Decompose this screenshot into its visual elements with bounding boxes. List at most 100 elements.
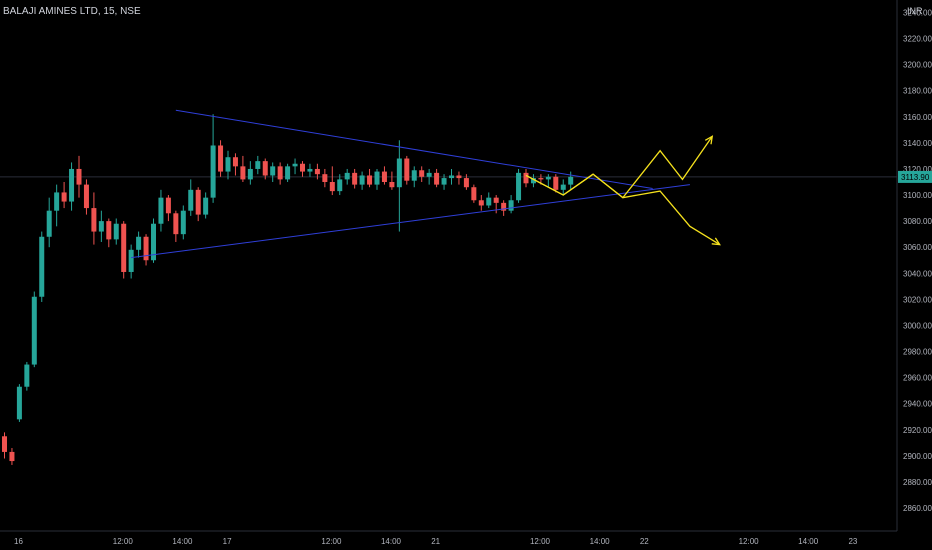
candle-up xyxy=(188,179,194,216)
candle-body xyxy=(128,249,134,272)
projection-down-path xyxy=(525,173,721,246)
candle-body xyxy=(31,296,37,365)
candle-down xyxy=(83,179,89,215)
candle-body xyxy=(61,192,67,202)
triangle-lower-trendline xyxy=(131,184,690,259)
time-tick-label: 12:00 xyxy=(321,537,342,546)
price-tick-label: 3240.00 xyxy=(903,8,932,17)
candle-body xyxy=(173,213,179,235)
candle-up xyxy=(560,179,566,196)
candle-down xyxy=(232,153,238,176)
candle-down xyxy=(61,182,67,209)
candle-body xyxy=(307,168,313,172)
candle-body xyxy=(501,202,507,211)
candle-body xyxy=(255,161,261,169)
candle-body xyxy=(91,208,97,232)
price-tick-label: 3100.00 xyxy=(903,191,932,200)
candle-up xyxy=(411,166,417,188)
candle-up xyxy=(270,162,276,182)
time-tick-label: 12:00 xyxy=(739,537,760,546)
candle-body xyxy=(404,158,410,181)
candle-down xyxy=(218,140,224,177)
price-tick-label: 3160.00 xyxy=(903,113,932,122)
candle-body xyxy=(24,364,30,387)
candle-up xyxy=(151,218,156,263)
candle-body xyxy=(158,197,164,224)
candle-down xyxy=(404,155,410,185)
candles-layer xyxy=(2,114,574,465)
price-tick-label: 3040.00 xyxy=(903,269,932,278)
candle-down xyxy=(277,162,283,185)
time-tick-label: 23 xyxy=(848,537,857,546)
candle-body xyxy=(106,221,112,240)
candle-body xyxy=(545,176,551,180)
candle-down xyxy=(106,218,112,248)
candle-body xyxy=(121,223,127,272)
candle-up xyxy=(396,140,402,232)
candle-up xyxy=(54,184,60,227)
price-tick-label: 3020.00 xyxy=(903,295,932,304)
candle-body xyxy=(426,172,432,177)
candle-up xyxy=(180,205,186,240)
candle-body xyxy=(374,171,380,185)
candle-down xyxy=(419,166,425,182)
time-tick-label: 21 xyxy=(431,537,440,546)
candle-up xyxy=(98,210,104,242)
candle-body xyxy=(232,157,238,167)
price-tick-label: 3220.00 xyxy=(903,35,932,44)
candle-body xyxy=(165,197,171,214)
candle-body xyxy=(367,175,373,185)
candle-up xyxy=(337,174,343,196)
candle-body xyxy=(516,172,522,201)
candle-body xyxy=(553,176,559,190)
price-tick-label: 3140.00 xyxy=(903,139,932,148)
candle-body xyxy=(9,451,15,462)
candle-body xyxy=(456,175,462,179)
candle-body xyxy=(218,145,224,172)
candle-body xyxy=(508,200,514,211)
candle-down xyxy=(463,174,469,190)
time-tick-label: 17 xyxy=(223,537,232,546)
candle-down xyxy=(173,210,179,242)
candle-body xyxy=(396,158,402,188)
candle-body xyxy=(300,163,305,172)
candle-up xyxy=(344,168,350,185)
price-tick-label: 3180.00 xyxy=(903,87,932,96)
candle-up xyxy=(16,384,22,422)
candle-up xyxy=(69,162,75,211)
candle-body xyxy=(411,170,417,181)
candle-up xyxy=(255,155,261,175)
candle-up xyxy=(39,231,45,302)
price-tick-label: 2940.00 xyxy=(903,400,932,409)
candle-down xyxy=(389,171,395,190)
candle-up xyxy=(486,192,492,209)
chart-title: BALAJI AMINES LTD, 15, NSE xyxy=(3,6,141,17)
candle-body xyxy=(210,145,216,198)
candle-body xyxy=(449,175,454,179)
candle-body xyxy=(143,236,149,261)
projection-up-path-arrowhead xyxy=(704,135,714,145)
candle-body xyxy=(478,200,484,206)
candle-body xyxy=(314,168,320,175)
candle-down xyxy=(165,195,171,222)
candle-up xyxy=(292,158,298,175)
candle-body xyxy=(463,178,469,188)
candle-body xyxy=(262,161,268,176)
candle-body xyxy=(2,436,7,452)
candle-down xyxy=(478,195,484,211)
time-tick-label: 22 xyxy=(640,537,649,546)
time-tick-label: 14:00 xyxy=(798,537,819,546)
candle-body xyxy=(568,176,574,185)
candle-body xyxy=(247,168,253,180)
candle-up xyxy=(247,161,253,185)
price-axis: 2860.00 2880.00 2900.00 2920.00 2940.00 2960.… xyxy=(896,0,932,531)
candle-body xyxy=(359,175,365,185)
candle-body xyxy=(113,223,119,240)
candle-body xyxy=(83,184,89,209)
candle-up xyxy=(128,244,134,279)
candle-up xyxy=(136,231,142,258)
candle-body xyxy=(46,210,52,237)
candle-down xyxy=(329,166,335,196)
currency-label[interactable]: INR xyxy=(907,6,923,16)
